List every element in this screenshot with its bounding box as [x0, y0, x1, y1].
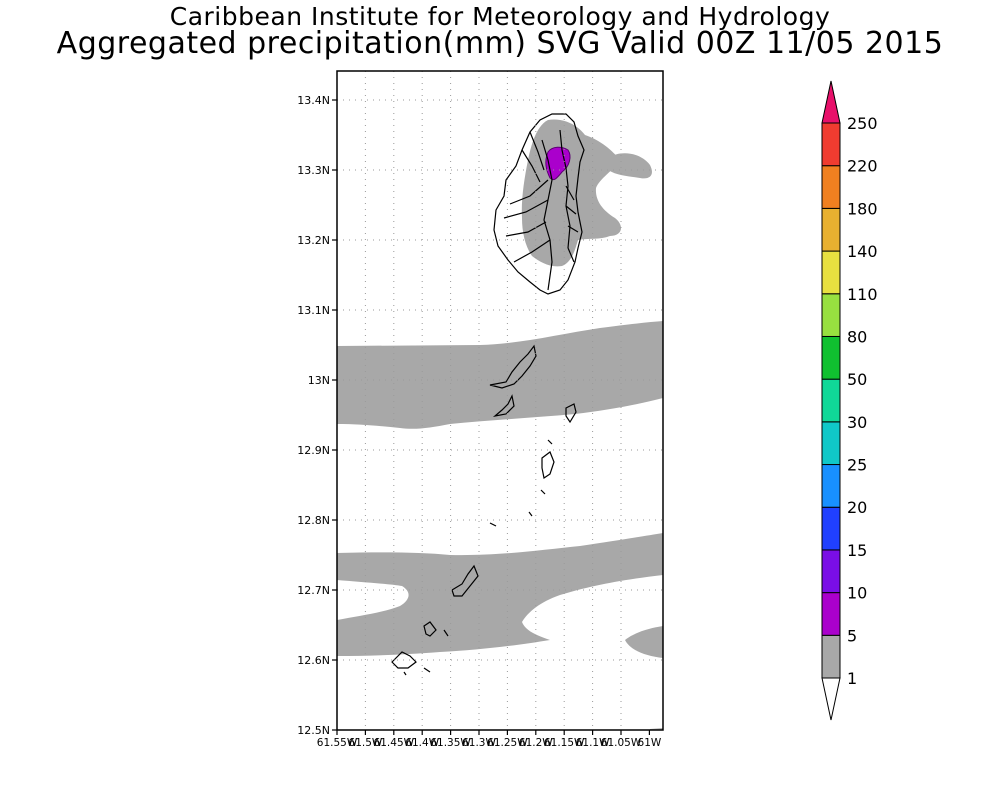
- lat-tick-label: 13N: [308, 374, 330, 387]
- colorbar-level-label: 80: [847, 327, 867, 346]
- lat-tick-label: 13.3N: [297, 164, 330, 177]
- colorbar-level-label: 20: [847, 498, 867, 517]
- colorbar-level-label: 110: [847, 285, 878, 304]
- colorbar-swatch: [821, 506, 841, 551]
- lon-tick-label: 61W: [638, 737, 662, 749]
- colorbar-swatch: [821, 464, 841, 508]
- lon-tick-label: 61.5W: [349, 737, 383, 749]
- lon-tick-label: 61.1W: [576, 737, 610, 749]
- colorbar-level-label: 30: [847, 413, 867, 432]
- lat-tick-label: 12.5N: [297, 724, 330, 737]
- colorbar-swatch: [821, 207, 841, 252]
- lat-tick-label: 13.4N: [297, 94, 330, 107]
- colorbar-swatch: [821, 250, 841, 295]
- island-st-vincent: [493, 113, 585, 295]
- lat-tick-label: 13.1N: [297, 304, 330, 317]
- colorbar-level-label: 220: [847, 157, 878, 176]
- colorbar-swatch: [821, 293, 841, 337]
- lon-tick-label: 61.35W: [430, 737, 471, 749]
- colorbar-level-label: 1: [847, 669, 857, 688]
- colorbar-swatch: [821, 335, 841, 380]
- lat-tick-label: 13.2N: [297, 234, 330, 247]
- lon-tick-label: 61.05W: [601, 737, 642, 749]
- colorbar-level-label: 15: [847, 541, 867, 560]
- islands-grenadines: [391, 344, 577, 676]
- colorbar-top-arrow: [821, 80, 841, 124]
- lon-tick-label: 61.2W: [519, 737, 553, 749]
- colorbar-level-label: 250: [847, 114, 878, 133]
- lon-tick-label: 61.3W: [462, 737, 496, 749]
- map-panel: 13.4N 13.3N 13.2N 13.1N 13N 12.9N 12.8N 12.7N 12…: [297, 70, 664, 749]
- colorbar-swatch: [821, 592, 841, 636]
- colorbar-level-label: 5: [847, 626, 857, 645]
- longitude-axis: 61.55W61.5W61.45W61.4W61.35W61.3W61.25W6…: [317, 730, 662, 749]
- colorbar-level-label: 50: [847, 370, 867, 389]
- colorbar-level-label: 180: [847, 199, 878, 218]
- colorbar-swatch: [821, 165, 841, 209]
- chart-title: Caribbean Institute for Meteorology and …: [169, 2, 831, 31]
- map-frame: [336, 70, 664, 731]
- colorbar-swatch: [821, 378, 841, 423]
- chart-subtitle: Aggregated precipitation(mm) SVG Valid 0…: [56, 26, 944, 61]
- map-gridlines: [337, 71, 663, 730]
- lon-tick-label: 61.25W: [487, 737, 528, 749]
- lat-tick-label: 12.8N: [297, 514, 330, 527]
- lat-tick-label: 12.7N: [297, 584, 330, 597]
- colorbar-bottom-arrow: [821, 677, 841, 721]
- precip-area-north: [521, 119, 622, 267]
- latitude-axis: 13.4N 13.3N 13.2N 13.1N 13N 12.9N 12.8N 12.7N 12…: [297, 94, 337, 737]
- lat-tick-label: 12.6N: [297, 654, 330, 667]
- lat-tick-label: 12.9N: [297, 444, 330, 457]
- colorbar-swatch: [821, 122, 841, 167]
- colorbar-swatch: [821, 634, 841, 679]
- colorbar-swatch: [821, 549, 841, 594]
- precip-area-south-band: [337, 533, 663, 656]
- lon-tick-label: 61.4W: [405, 737, 439, 749]
- precip-areas: [337, 119, 663, 730]
- precip-area-northeast: [608, 153, 652, 179]
- colorbar-swatch: [821, 421, 841, 466]
- precip-area-middle-band: [337, 321, 663, 429]
- lon-tick-label: 61.45W: [374, 737, 415, 749]
- precip-area-southeast: [625, 626, 663, 658]
- colorbar-level-label: 25: [847, 456, 867, 475]
- colorbar-level-label: 10: [847, 584, 867, 603]
- lon-tick-label: 61.15W: [544, 737, 585, 749]
- colorbar-level-label: 140: [847, 242, 878, 261]
- lon-tick-label: 61.55W: [317, 737, 358, 749]
